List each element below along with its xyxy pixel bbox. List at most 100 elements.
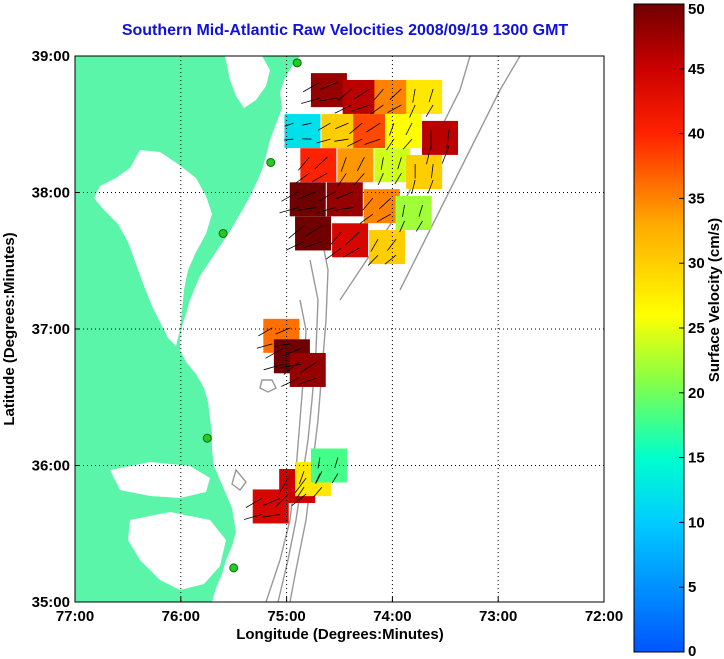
colorbar-tick-label: 35 (688, 190, 705, 207)
colorbar (633, 3, 685, 653)
velocity-arrow (291, 493, 307, 506)
velocity-arrow (353, 88, 370, 100)
velocity-arrow (394, 172, 402, 185)
velocity-arrow (411, 179, 416, 195)
velocity-arrow (284, 138, 294, 141)
y-tick-label: 36:00 (32, 458, 70, 475)
velocity-arrow (351, 104, 370, 112)
velocity-arrow (288, 225, 305, 239)
x-ticks: 77:00 76:00 75:00 74:00 73:00 72:00 (56, 597, 623, 625)
velocity-arrow (261, 514, 280, 518)
velocity-arrow (314, 156, 328, 170)
velocity-cell (326, 182, 363, 217)
velocity-arrow (334, 457, 339, 469)
x-tick-label: 76:00 (162, 608, 200, 625)
velocity-arrow (345, 231, 360, 246)
velocity-arrow (372, 88, 384, 102)
velocity-arrow (370, 104, 384, 115)
velocity-arrow (342, 247, 360, 258)
velocity-arrow (328, 232, 342, 247)
velocity-arrow (331, 473, 339, 484)
velocity-arrow (312, 486, 323, 498)
velocity-arrow (387, 104, 402, 113)
velocity-cell (406, 155, 443, 190)
colorbar-tick-label: 15 (688, 450, 705, 467)
velocity-cell (384, 114, 421, 149)
velocity-arrow (397, 157, 402, 170)
colorbar-tick-label: 20 (688, 385, 705, 402)
y-axis-label: Latitude (Degrees:Minutes) (1, 232, 18, 425)
colorbar-tick-label: 10 (688, 514, 705, 531)
velocity-cell (406, 79, 443, 114)
velocity-arrow (256, 343, 273, 349)
colorbar-tick-label: 45 (688, 61, 705, 78)
velocity-arrow (441, 145, 450, 164)
colorbar-tick-label: 25 (688, 320, 705, 337)
velocity-cell (252, 489, 289, 524)
y-tick-label: 39:00 (32, 48, 70, 65)
velocity-arrow (380, 157, 384, 170)
velocity-arrow (378, 197, 392, 210)
velocity-cell (422, 120, 459, 155)
y-tick-label: 37:00 (32, 321, 70, 338)
velocity-arrow (399, 220, 405, 233)
x-tick-label: 75:00 (267, 608, 305, 625)
x-tick-label: 73:00 (479, 608, 517, 625)
velocity-arrow (402, 138, 413, 150)
velocity-arrow (334, 138, 349, 142)
velocity-arrow (353, 172, 365, 186)
velocity-cell (310, 73, 347, 108)
velocity-arrow (295, 172, 310, 184)
station-marker (202, 433, 212, 443)
velocity-cell (342, 79, 379, 114)
velocity-arrow (315, 473, 321, 484)
velocity-cell (310, 448, 347, 483)
velocity-arrow (337, 172, 347, 187)
velocity-arrow (366, 122, 381, 133)
velocity-cell (353, 114, 390, 149)
velocity-arrow (384, 254, 397, 265)
y-tick-label: 35:00 (32, 594, 70, 611)
velocity-arrow (402, 204, 405, 218)
velocity-cell (337, 148, 374, 183)
velocity-cell (289, 182, 326, 217)
station-marker (218, 228, 228, 238)
velocity-arrow (334, 206, 354, 211)
velocity-cell (395, 195, 432, 230)
map-title: Southern Mid-Atlantic Raw Velocities 200… (121, 22, 569, 39)
velocity-arrow (359, 213, 374, 224)
colorbar-ticks: 0 5 10 15 20 25 30 35 40 45 50 (679, 1, 705, 659)
velocity-arrow (389, 122, 395, 136)
velocity-arrow (258, 327, 273, 337)
velocity-arrow (312, 172, 328, 182)
velocity-arrow (405, 122, 413, 136)
velocity-arrow (274, 493, 289, 508)
velocity-cell (289, 352, 326, 387)
velocity-arrow (303, 241, 323, 249)
velocity-arrow (376, 213, 392, 223)
velocity-cell (321, 114, 358, 149)
velocity-arrow (284, 122, 294, 127)
x-tick-label: 74:00 (373, 608, 411, 625)
station-marker (292, 58, 302, 68)
velocity-arrow (349, 122, 363, 135)
velocity-arrow (274, 343, 291, 347)
velocity-arrow (430, 163, 434, 179)
colorbar-tick-label: 5 (688, 579, 696, 596)
delaware-bay (225, 56, 270, 108)
albemarle-sound (110, 462, 210, 498)
velocity-arrow (418, 204, 423, 217)
grid-lines (75, 56, 604, 602)
velocity-arrow (262, 498, 280, 506)
velocity-cell (284, 114, 321, 149)
station-marker (229, 563, 239, 573)
velocity-arrow (282, 347, 302, 357)
station-marker (266, 157, 276, 167)
y-ticks: 35:00 36:00 37:00 38:00 39:00 (32, 48, 80, 611)
velocity-arrow (334, 104, 352, 114)
velocity-arrow (297, 156, 310, 171)
velocity-arrow (244, 514, 262, 520)
velocity-arrow (362, 197, 374, 211)
velocity-arrow (428, 88, 434, 103)
